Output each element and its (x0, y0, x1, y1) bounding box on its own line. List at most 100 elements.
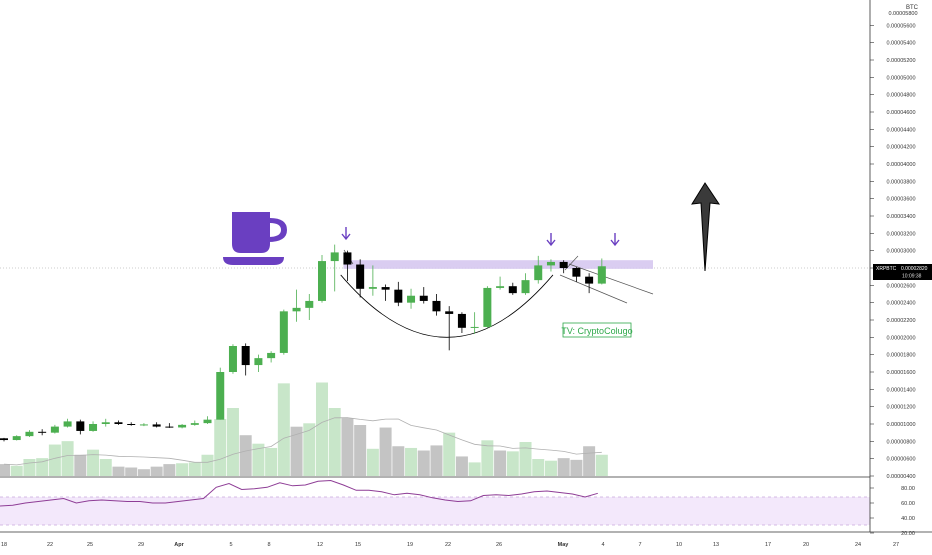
volume-bar (341, 418, 354, 476)
volume-bar (494, 450, 507, 476)
down-arrow-icon (546, 233, 556, 247)
time-tick-label: May (558, 542, 570, 548)
candle-body (496, 286, 505, 288)
volume-bar (176, 463, 189, 476)
candle-body (318, 261, 326, 301)
volume-bar (74, 454, 87, 476)
volume-bar (36, 458, 49, 476)
candle-body (139, 424, 148, 426)
time-tick-label: 7 (638, 542, 641, 548)
volume-bar (61, 441, 74, 476)
candle-body (356, 264, 365, 289)
handle-line-upper (568, 263, 654, 295)
candle-body (597, 266, 606, 284)
candle-body (267, 352, 276, 359)
price-tick-label: 0.00005200 (886, 58, 915, 64)
price-tick-label: 0.00004200 (886, 145, 915, 151)
volume-bar (277, 383, 290, 476)
price-tick-label: 0.00002400 (886, 301, 915, 307)
candle-body (178, 424, 187, 428)
volume-bar (226, 408, 239, 476)
volume-bar (481, 440, 494, 476)
volume-bar (430, 445, 443, 476)
rsi-axis: 80.00 60.00 40.00 20.00 (870, 486, 915, 537)
volume-bar (557, 458, 570, 476)
candle-body (343, 252, 352, 265)
price-tick-label: 0.00002000 (886, 335, 915, 341)
volume-bar (379, 427, 392, 476)
time-tick-label: 26 (496, 542, 502, 548)
volume-bar (405, 447, 418, 476)
volume-bar (455, 456, 468, 476)
big-up-arrow-icon (691, 182, 721, 272)
price-tick-label: 0.00003200 (886, 231, 915, 237)
candle-body (114, 422, 123, 424)
volume-bar (0, 464, 10, 476)
price-tick-label: 0.00004000 (886, 162, 915, 168)
volume-bar (303, 423, 316, 476)
volume-bar (595, 454, 608, 476)
price-tick-label: 0.00002200 (886, 318, 915, 324)
volume-bar (506, 451, 519, 476)
handle-line-lower (559, 274, 628, 304)
price-tick-label: 0.00005400 (886, 41, 915, 47)
rsi-tick-label: 80.00 (901, 486, 915, 492)
price-tick-label: 0.00004800 (886, 93, 915, 99)
time-tick-label: 18 (1, 542, 7, 548)
time-tick-label: 29 (138, 542, 144, 548)
candle-body (585, 276, 594, 284)
price-tick-label: 0.00003400 (886, 214, 915, 220)
volume-bar (214, 419, 227, 476)
volume-bar (583, 446, 596, 476)
resistance-zone (343, 260, 653, 269)
candle-body (76, 421, 85, 431)
volume-bar (570, 459, 583, 476)
volume-bar (354, 425, 367, 476)
candle-body (394, 289, 403, 303)
price-tick-label: 0.00001800 (886, 353, 915, 359)
rsi-tick-label: 20.00 (901, 531, 915, 537)
candle-body (508, 286, 517, 294)
candle-body (521, 280, 530, 294)
time-tick-label: 24 (855, 542, 861, 548)
time-tick-label: 25 (87, 542, 93, 548)
candle-body (190, 423, 199, 425)
price-tick-label: 0.00002600 (886, 283, 915, 289)
volume-bar (532, 459, 545, 476)
cup-curve (340, 274, 554, 338)
coffee-cup-icon (223, 212, 287, 265)
time-tick-label: 17 (765, 542, 771, 548)
time-tick-label: 8 (267, 542, 270, 548)
candle-body (279, 311, 288, 353)
candle-body (559, 261, 568, 268)
price-tick-label: 0.00001200 (886, 405, 915, 411)
time-tick-label: 15 (355, 542, 361, 548)
candle-body (330, 252, 339, 262)
candle-body (483, 287, 492, 327)
price-tick-label: 0.00000800 (886, 439, 915, 445)
volume-bar (443, 432, 456, 476)
price-axis: 0.00005600 0.00005400 0.00005200 0.00005000… (870, 23, 916, 480)
volume-bar (99, 459, 112, 476)
candle-body (419, 295, 428, 301)
time-tick-label: 27 (893, 542, 899, 548)
price-tick-label: 0.00003600 (886, 197, 915, 203)
candle-body (152, 424, 161, 427)
candle-body (63, 421, 72, 427)
time-tick-label: 20 (803, 542, 809, 548)
candle-body (50, 426, 59, 433)
candle-body (203, 419, 212, 424)
price-tick-label: 0.00004400 (886, 127, 915, 133)
price-tick-label: 0.00005600 (886, 23, 915, 29)
time-tick-label: 4 (601, 542, 604, 548)
volume-bar (125, 467, 138, 476)
volume-bar (544, 460, 557, 476)
volume-bar (392, 446, 405, 476)
down-arrow-icon (610, 233, 620, 247)
price-axis-top-label: 0.00005800 (888, 11, 917, 17)
time-tick-label: 10 (676, 542, 682, 548)
price-tick-label: 0.00000400 (886, 474, 915, 480)
symbol-price-label-bg (873, 264, 932, 280)
